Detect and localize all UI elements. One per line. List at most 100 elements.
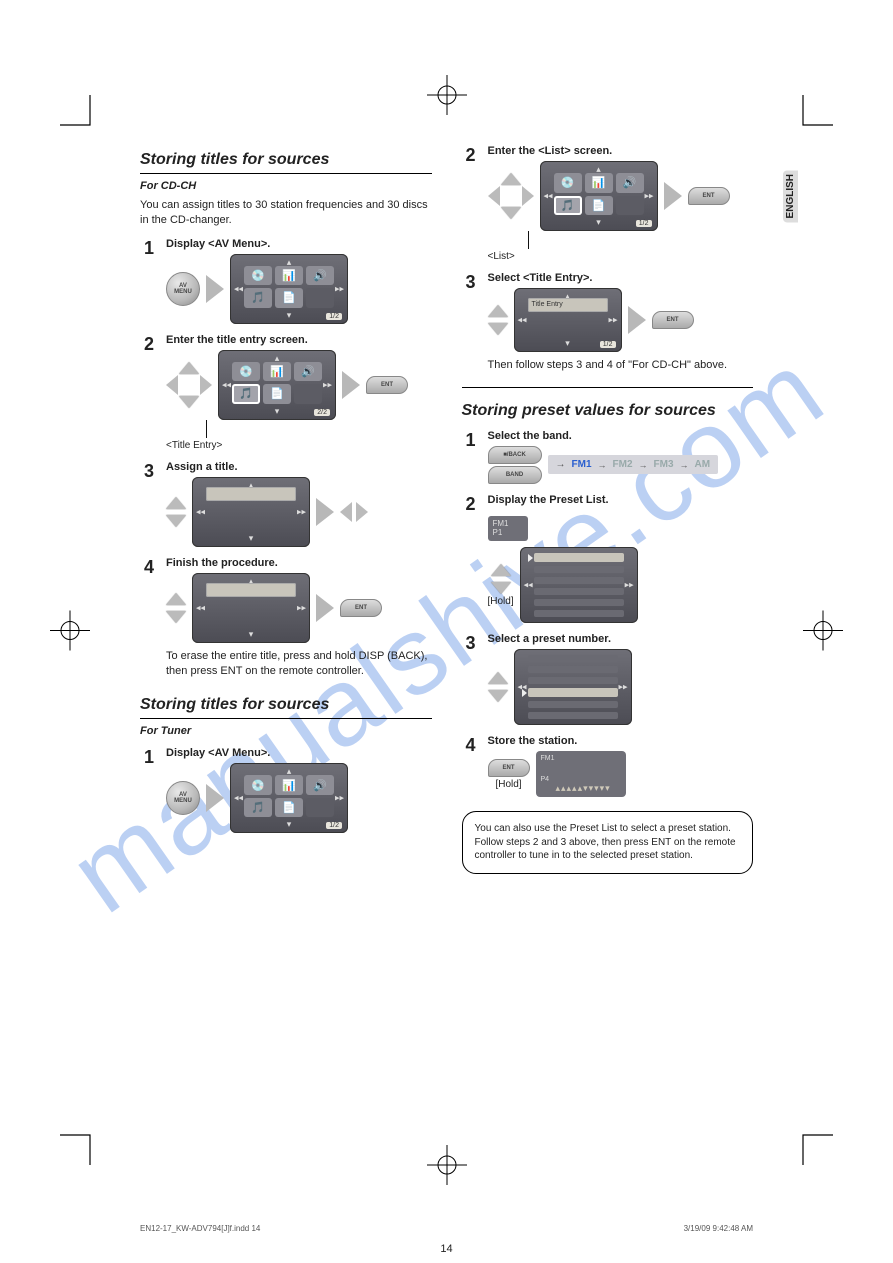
dpad-control[interactable] xyxy=(166,362,212,408)
step-caption: Assign a title. xyxy=(166,461,432,473)
ent-label: ENT xyxy=(355,605,367,611)
dpad-up-icon xyxy=(501,173,521,185)
language-tab: ENGLISH xyxy=(783,170,798,222)
preset-stored-display: FM1 P4 ▴▴▴▴▴▾▾▾▾▾ xyxy=(536,751,626,797)
page-indicator: 1/2 xyxy=(600,341,616,348)
list-item-selected xyxy=(528,688,618,697)
updown-control[interactable] xyxy=(491,564,511,594)
dpad-right-icon xyxy=(200,375,212,395)
section-title-store-titles: Storing titles for sources xyxy=(140,151,432,174)
band-line: FM1 xyxy=(493,519,523,529)
step-number: 1 xyxy=(140,238,158,259)
menu-tile-icon xyxy=(306,288,334,308)
preset-title: Storing preset values for sources xyxy=(462,402,754,420)
menu-tile-title-entry-icon: 🎵 xyxy=(232,384,260,404)
step-number: 2 xyxy=(140,334,158,355)
annotation-label: <List> xyxy=(488,251,754,262)
arrow-icon xyxy=(664,182,682,210)
step-caption: Display <AV Menu>. xyxy=(166,747,432,759)
dpad-right-icon xyxy=(522,186,534,206)
down-icon xyxy=(166,515,186,527)
av-menu-button[interactable]: AV MENU xyxy=(166,781,200,815)
dpad-left-icon xyxy=(166,375,178,395)
title-entry-field xyxy=(206,487,296,501)
band-fm2: FM2 xyxy=(613,459,633,470)
dpad-up-icon xyxy=(179,362,199,374)
band-label: BAND xyxy=(506,472,523,478)
updown-control[interactable] xyxy=(488,672,508,702)
ent-button[interactable]: ENT xyxy=(366,376,408,394)
ent-label: ENT xyxy=(667,317,679,323)
band-fm3: FM3 xyxy=(654,459,674,470)
up-icon xyxy=(166,593,186,605)
menu-tile-icon: 💿 xyxy=(244,266,272,286)
back-label: ■/BACK xyxy=(503,452,526,458)
up-icon xyxy=(488,305,508,317)
registration-mark-left xyxy=(45,605,95,658)
list-item xyxy=(528,701,618,708)
hold-label: [Hold] xyxy=(488,596,514,607)
screen-av-menu: ▴▾ ◂◂▸▸ 💿📊🔊 🎵📄 1/2 xyxy=(230,763,348,833)
arrow-icon xyxy=(206,275,224,303)
screen-preset-select: ◂◂▸▸ xyxy=(514,649,632,725)
step-caption: Display <AV Menu>. xyxy=(166,238,432,250)
back-button[interactable]: ■/BACK xyxy=(488,446,542,464)
page-indicator: 2/2 xyxy=(314,409,330,416)
list-item xyxy=(528,677,618,684)
dpad-left-icon xyxy=(488,186,500,206)
arrow-icon xyxy=(342,371,360,399)
registration-mark-bottom xyxy=(422,1140,472,1193)
step-caption: Select a preset number. xyxy=(488,633,754,645)
menu-label: MENU xyxy=(174,798,192,804)
dpad-control[interactable] xyxy=(488,173,534,219)
screen-av-menu: ▴▾ ◂◂▸▸ 💿 📊 🔊 🎵 📄 1/2 xyxy=(230,254,348,324)
updown-control[interactable] xyxy=(488,305,508,335)
arrow-icon xyxy=(206,784,224,812)
ent-label: ENT xyxy=(503,765,515,771)
ent-button[interactable]: ENT xyxy=(652,311,694,329)
ent-button[interactable]: ENT xyxy=(688,187,730,205)
arrow-icon xyxy=(316,498,334,526)
screen-list-icon: ▴▾ ◂◂▸▸ 💿📊🔊 🎵 📄 1/2 xyxy=(540,161,658,231)
ent-button[interactable]: ENT xyxy=(340,599,382,617)
file-tag-right: 3/19/09 9:42:48 AM xyxy=(684,1224,753,1233)
band-am: AM xyxy=(695,459,711,470)
updown-control[interactable] xyxy=(166,497,186,527)
up-icon xyxy=(166,497,186,509)
dpad-down-icon xyxy=(179,396,199,408)
av-menu-button[interactable]: AV MENU xyxy=(166,272,200,306)
erase-note: To erase the entire title, press and hol… xyxy=(166,649,432,679)
ent-label: ENT xyxy=(381,382,393,388)
annotation-line xyxy=(528,231,529,249)
ent-button[interactable]: ENT xyxy=(488,759,530,777)
step-number: 4 xyxy=(140,557,158,578)
step-number: 2 xyxy=(462,494,480,515)
screen-select-title-entry: ▴▾ ◂◂▸▸ Title Entry 1/2 xyxy=(514,288,622,352)
band-button[interactable]: BAND xyxy=(488,466,542,484)
list-item xyxy=(534,553,624,562)
step-number: 3 xyxy=(140,461,158,482)
list-item xyxy=(534,599,624,606)
menu-label: MENU xyxy=(174,289,192,295)
step-caption: Store the station. xyxy=(488,735,754,747)
down-icon xyxy=(166,611,186,623)
crop-mark-top-left xyxy=(60,95,100,138)
arrow-icon xyxy=(316,594,334,622)
list-item-selected: Title Entry xyxy=(528,298,608,312)
step-number: 2 xyxy=(462,145,480,166)
list-item xyxy=(528,666,618,673)
band-sequence: → FM1→ FM2→ FM3→ AM xyxy=(548,455,719,474)
updown-control[interactable] xyxy=(166,593,186,623)
section-title-tuner: Storing titles for sources xyxy=(140,696,432,719)
list-item xyxy=(528,712,618,719)
step-caption: Enter the <List> screen. xyxy=(488,145,754,157)
down-icon xyxy=(488,690,508,702)
wave-icon: ▴▴▴▴▴▾▾▾▾▾ xyxy=(556,783,611,794)
menu-tile-icon: 🔊 xyxy=(306,266,334,286)
step-number: 3 xyxy=(462,633,480,654)
registration-mark-top xyxy=(422,70,472,123)
step-caption: Display the Preset List. xyxy=(488,494,754,506)
dpad-down-icon xyxy=(501,207,521,219)
list-item xyxy=(528,655,618,662)
page-indicator: 1/2 xyxy=(326,822,342,829)
